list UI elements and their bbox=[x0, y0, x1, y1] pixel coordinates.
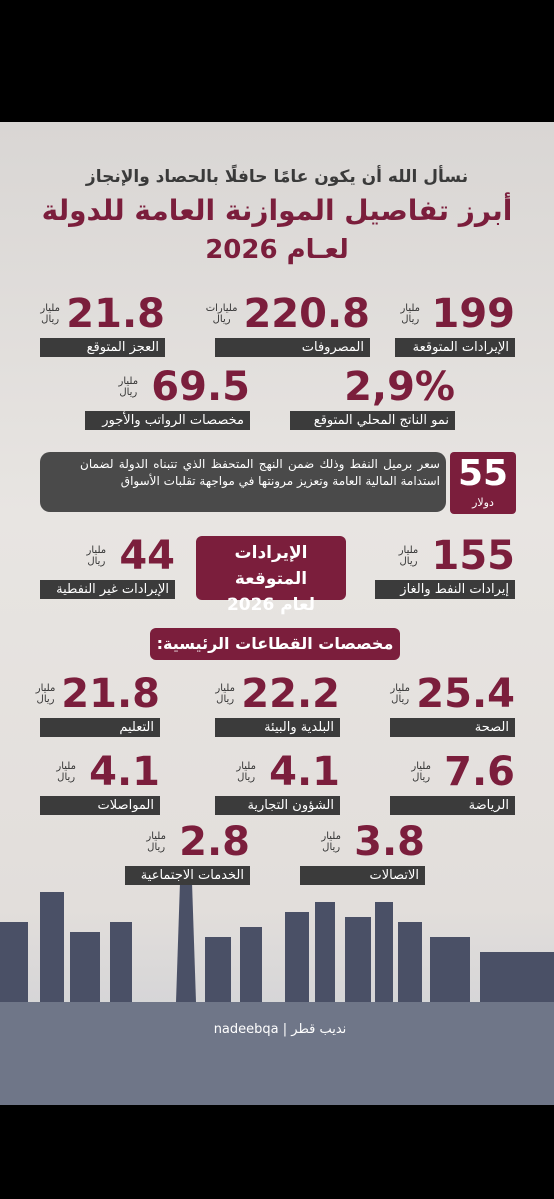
stat-unit: مليار ريال bbox=[146, 831, 166, 853]
stat-label: نمو الناتج المحلي المتوقع bbox=[290, 411, 455, 430]
title: أبرز تفاصيل الموازنة العامة للدولة bbox=[41, 194, 513, 227]
oil-note: سعر برميل النفط وذلك ضمن النهج المتحفظ ا… bbox=[40, 452, 446, 512]
stat-card: 21.8 مليار ريال التعليم bbox=[36, 671, 160, 737]
stat-row: 7.6 مليار ريال bbox=[390, 750, 515, 794]
stat-unit: مليار ريال bbox=[215, 683, 235, 705]
stat-value: 3.8 bbox=[354, 819, 425, 865]
stat-card: 7.6 مليار ريال الرياضة bbox=[390, 750, 515, 815]
water bbox=[0, 1002, 554, 1105]
stat-label: مخصصات الرواتب والأجور bbox=[85, 411, 250, 430]
skyline bbox=[0, 882, 554, 1105]
stat-value: 220.8 bbox=[243, 291, 370, 337]
stat-unit: مليارات ريال bbox=[205, 303, 238, 325]
stat-card: 4.1 مليار ريال الشؤون التجارية bbox=[215, 750, 340, 815]
stat-row: 199 مليار ريال bbox=[395, 292, 515, 336]
stat-unit: مليار ريال bbox=[390, 683, 410, 705]
stat-card: 69.5 مليار ريال مخصصات الرواتب والأجور bbox=[85, 365, 250, 430]
stat-unit: مليار ريال bbox=[398, 545, 419, 567]
stat-value: 21.8 bbox=[66, 291, 165, 337]
subtitle: نسأل الله أن يكون عامًا حافلًا بالحصاد و… bbox=[85, 167, 469, 187]
stat-row: 3.8 مليار ريال bbox=[300, 820, 425, 864]
stat-label: المصروفات bbox=[215, 338, 370, 357]
stat-row: 44 مليار ريال bbox=[40, 534, 175, 578]
stat-label: المواصلات bbox=[40, 796, 160, 815]
stat-label: التعليم bbox=[40, 718, 160, 737]
oil-price-box: 55 دولار bbox=[450, 452, 516, 514]
stat-value: 4.1 bbox=[89, 749, 160, 795]
sectors-title: مخصصات القطاعات الرئيسية: bbox=[150, 628, 400, 660]
stat-row: 25.4 مليار ريال bbox=[390, 672, 515, 716]
brand-handle: nadeebqa bbox=[213, 1022, 279, 1037]
stat-row: 21.8 مليار ريال bbox=[40, 292, 165, 336]
stat-card: 25.4 مليار ريال الصحة bbox=[390, 672, 515, 737]
stat-row: 4.1 مليار ريال bbox=[215, 750, 340, 794]
stat-card: 155 مليار ريال إيرادات النفط والغاز bbox=[375, 534, 515, 599]
stat-value: 2,9% bbox=[344, 364, 455, 410]
stat-unit: مليار ريال bbox=[118, 376, 139, 398]
stat-label: الإيرادات المتوقعة bbox=[395, 338, 515, 357]
stat-row: 2.8 مليار ريال bbox=[125, 820, 250, 864]
stat-row: 21.8 مليار ريال bbox=[36, 671, 160, 717]
brand: نديب قطر | nadeebqa bbox=[213, 1022, 347, 1037]
stat-card: 44 مليار ريال الإيرادات غير النفطية bbox=[40, 534, 175, 599]
stat-row: 220.8 مليارات ريال bbox=[206, 291, 370, 337]
stat-row: 69.5 مليار ريال bbox=[85, 365, 250, 409]
stat-value: 25.4 bbox=[416, 671, 515, 717]
stat-value: 199 bbox=[431, 291, 516, 337]
stat-label: الإيرادات غير النفطية bbox=[40, 580, 175, 599]
stat-card: 22.2 مليار ريال البلدية والبيئة bbox=[215, 672, 340, 737]
stat-label: الرياضة bbox=[390, 796, 515, 815]
oil-unit: دولار bbox=[472, 496, 494, 509]
year: لعـام 2026 bbox=[205, 235, 349, 265]
stat-label: الخدمات الاجتماعية bbox=[125, 866, 250, 885]
stat-card: 21.8 مليار ريال العجز المتوقع bbox=[40, 292, 165, 357]
stat-unit: مليار ريال bbox=[411, 761, 431, 783]
oil-price: 55 bbox=[457, 453, 509, 494]
stat-unit: مليار ريال bbox=[35, 683, 56, 705]
stat-row: 2,9% bbox=[290, 365, 455, 409]
infographic: نسأل الله أن يكون عامًا حافلًا بالحصاد و… bbox=[0, 122, 554, 1105]
stat-label: الصحة bbox=[390, 718, 515, 737]
stat-value: 69.5 bbox=[151, 364, 250, 410]
stat-value: 22.2 bbox=[241, 671, 340, 717]
stat-value: 155 bbox=[431, 533, 516, 579]
buildings bbox=[0, 882, 554, 1002]
stat-label: إيرادات النفط والغاز bbox=[375, 580, 515, 599]
stat-card: 2.8 مليار ريال الخدمات الاجتماعية bbox=[125, 820, 250, 885]
stat-card: 220.8 مليارات ريال المصروفات bbox=[206, 291, 370, 357]
stat-label: العجز المتوقع bbox=[40, 338, 165, 357]
stat-unit: مليار ريال bbox=[86, 545, 107, 567]
stat-unit: مليار ريال bbox=[321, 831, 341, 853]
brand-name: نديب قطر bbox=[291, 1022, 347, 1037]
stat-card: 4.1 مليار ريال المواصلات bbox=[40, 750, 160, 815]
revenue-year: لعام 2026 bbox=[226, 595, 316, 615]
stat-value: 4.1 bbox=[269, 749, 340, 795]
stat-row: 155 مليار ريال bbox=[375, 534, 515, 578]
stat-unit: مليار ريال bbox=[40, 303, 60, 325]
stat-value: 7.6 bbox=[444, 749, 515, 795]
stat-value: 44 bbox=[119, 533, 175, 579]
stat-value: 2.8 bbox=[179, 819, 250, 865]
stat-unit: مليار ريال bbox=[56, 761, 76, 783]
stat-card: 199 مليار ريال الإيرادات المتوقعة bbox=[395, 292, 515, 357]
revenue-box: الإيرادات المتوقعة لعام 2026 bbox=[196, 536, 346, 615]
stat-unit: مليار ريال bbox=[400, 303, 421, 325]
stat-row: 4.1 مليار ريال bbox=[40, 750, 160, 794]
stat-label: الاتصالات bbox=[300, 866, 425, 885]
stat-label: الشؤون التجارية bbox=[215, 796, 340, 815]
stat-card: 2,9% نمو الناتج المحلي المتوقع bbox=[290, 365, 455, 430]
stat-row: 22.2 مليار ريال bbox=[215, 672, 340, 716]
stat-label: البلدية والبيئة bbox=[215, 718, 340, 737]
stat-value: 21.8 bbox=[61, 671, 160, 717]
revenue-title: الإيرادات المتوقعة bbox=[234, 543, 308, 589]
stat-unit: مليار ريال bbox=[236, 761, 256, 783]
stat-card: 3.8 مليار ريال الاتصالات bbox=[300, 820, 425, 885]
